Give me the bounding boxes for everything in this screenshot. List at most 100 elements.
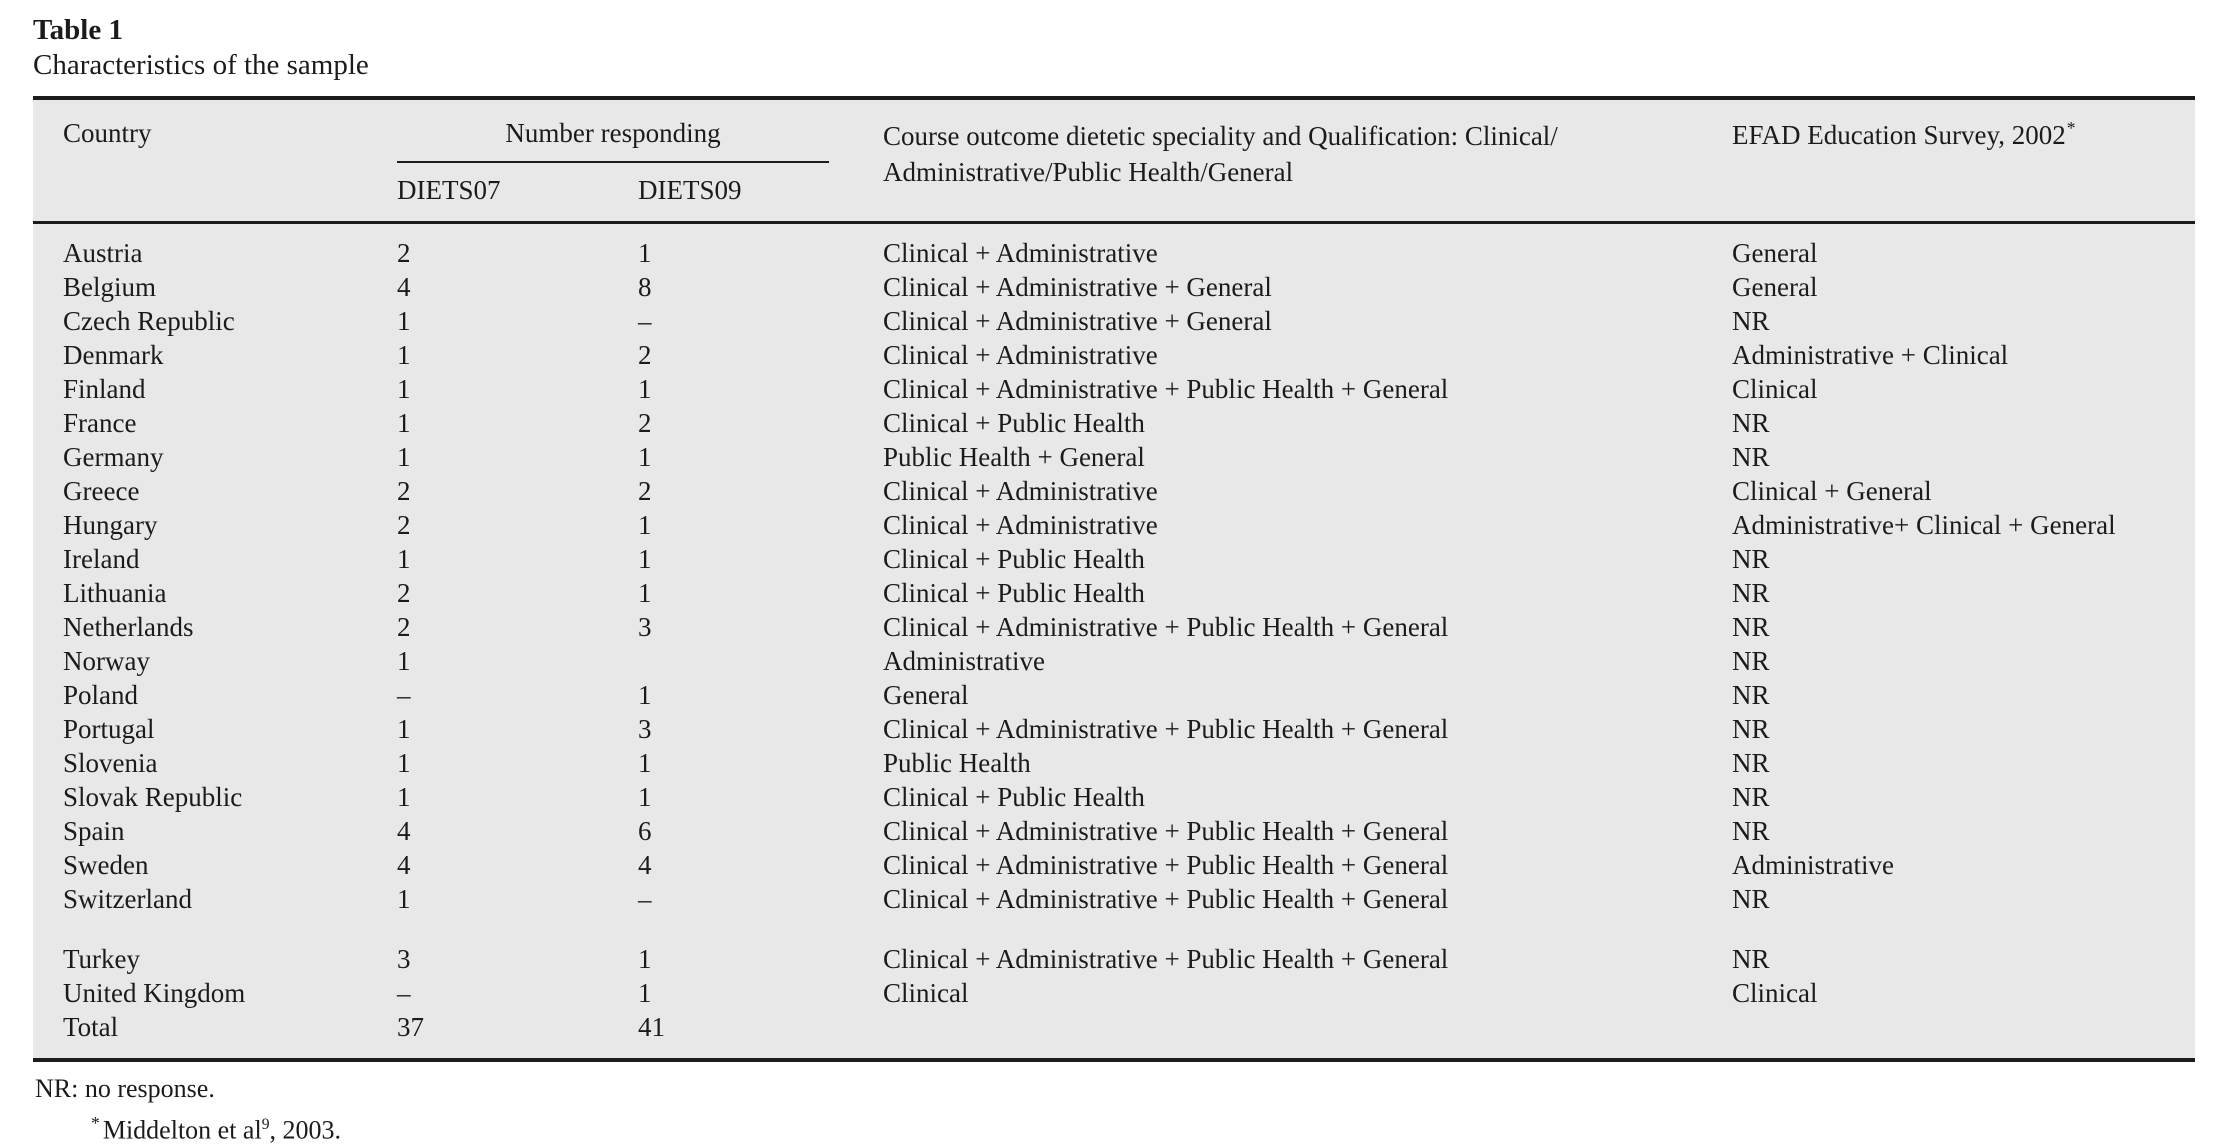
footnote-asterisk-marker: * bbox=[91, 1113, 100, 1133]
cell-diets09: 1 bbox=[638, 680, 652, 710]
table-row: Lithuania 2 1 Clinical + Public Health NR bbox=[33, 576, 2195, 610]
table-row: France 1 2 Clinical + Public Health NR bbox=[33, 406, 2195, 440]
cell-country: Total bbox=[63, 1012, 119, 1042]
table-row: Germany 1 1 Public Health + General NR bbox=[33, 440, 2195, 474]
cell-diets07: 2 bbox=[397, 578, 411, 608]
table-row: Austria 2 1 Clinical + Administrative Genera… bbox=[33, 223, 2195, 271]
cell-diets09: – bbox=[638, 306, 652, 336]
column-header-course-outcome: Course outcome dietetic speciality and Q… bbox=[873, 100, 1720, 224]
table-body: Austria 2 1 Clinical + Administrative Genera… bbox=[33, 223, 2195, 1059]
efad-header-label: EFAD Education Survey, 2002 bbox=[1732, 120, 2066, 150]
cell-diets09: 41 bbox=[638, 1012, 665, 1042]
cell-diets07: 4 bbox=[397, 850, 411, 880]
cell-country: Turkey bbox=[63, 944, 141, 974]
cell-diets09: 1 bbox=[638, 782, 652, 812]
cell-efad-survey: NR bbox=[1732, 714, 1770, 744]
footnote-reference: * Middelton et al9, 2003. bbox=[33, 1106, 2195, 1148]
table-row: Czech Republic 1 – Clinical + Administrativ… bbox=[33, 304, 2195, 338]
cell-efad-survey: NR bbox=[1732, 680, 1770, 710]
group-header-label: Number responding bbox=[397, 118, 829, 163]
cell-diets09: 3 bbox=[638, 612, 652, 642]
cell-country: Belgium bbox=[63, 272, 156, 302]
table-header: Country Number responding Course outcome… bbox=[33, 100, 2195, 224]
table-row: Netherlands 2 3 Clinical + Administrative +… bbox=[33, 610, 2195, 644]
table-row: Spain 4 6 Clinical + Administrative + Publi… bbox=[33, 814, 2195, 848]
footnote-nr: NR: no response. bbox=[35, 1074, 215, 1103]
cell-country: Norway bbox=[63, 646, 150, 676]
table-caption: Characteristics of the sample bbox=[33, 49, 369, 81]
table-row: Sweden 4 4 Clinical + Administrative + Publ… bbox=[33, 848, 2195, 882]
cell-country: Slovak Republic bbox=[63, 782, 243, 812]
cell-diets07: 2 bbox=[397, 510, 411, 540]
cell-course-outcome: Public Health + General bbox=[883, 442, 1145, 472]
cell-course-outcome: Clinical + Administrative bbox=[883, 238, 1158, 268]
cell-efad-survey: Clinical bbox=[1732, 978, 1818, 1008]
table-row: Poland – 1 General NR bbox=[33, 678, 2195, 712]
cell-efad-survey: General bbox=[1732, 238, 1818, 268]
table-container: Country Number responding Course outcome… bbox=[33, 96, 2195, 1062]
cell-country: Switzerland bbox=[63, 884, 192, 914]
column-header-country: Country bbox=[33, 100, 387, 224]
cell-diets09: 4 bbox=[638, 850, 652, 880]
cell-diets09: 1 bbox=[638, 578, 652, 608]
cell-efad-survey: Administrative + Clinical bbox=[1732, 340, 2009, 370]
cell-course-outcome: Public Health bbox=[883, 748, 1031, 778]
cell-course-outcome: General bbox=[883, 680, 969, 710]
table-row: Norway 1 Administrative NR bbox=[33, 644, 2195, 678]
table-footnotes: NR: no response. * Middelton et al9, 2003… bbox=[33, 1072, 2195, 1148]
cell-diets09: 6 bbox=[638, 816, 652, 846]
cell-efad-survey: General bbox=[1732, 272, 1818, 302]
characteristics-table: Country Number responding Course outcome… bbox=[33, 100, 2195, 1058]
cell-efad-survey: NR bbox=[1732, 944, 1770, 974]
cell-diets07: 1 bbox=[397, 714, 411, 744]
cell-course-outcome: Clinical + Administrative + General bbox=[883, 306, 1272, 336]
cell-diets09: 1 bbox=[638, 374, 652, 404]
cell-diets07: 1 bbox=[397, 374, 411, 404]
cell-course-outcome: Clinical + Administrative + Public Healt… bbox=[883, 850, 1449, 880]
cell-diets07: 1 bbox=[397, 544, 411, 574]
cell-country: Portugal bbox=[63, 714, 155, 744]
cell-course-outcome: Administrative bbox=[883, 646, 1045, 676]
course-header-line-1: Course outcome dietetic speciality and Q… bbox=[883, 121, 1558, 151]
cell-diets07: 2 bbox=[397, 476, 411, 506]
cell-diets07: 4 bbox=[397, 816, 411, 846]
efad-header-asterisk: * bbox=[2066, 118, 2076, 138]
cell-course-outcome: Clinical + Administrative + Public Healt… bbox=[883, 944, 1449, 974]
table-row: Slovenia 1 1 Public Health NR bbox=[33, 746, 2195, 780]
cell-diets07: 1 bbox=[397, 306, 411, 336]
cell-country: Czech Republic bbox=[63, 306, 235, 336]
cell-efad-survey: NR bbox=[1732, 578, 1770, 608]
cell-diets07: 1 bbox=[397, 884, 411, 914]
cell-country: Netherlands bbox=[63, 612, 194, 642]
table-number-title: Table 1 bbox=[33, 14, 123, 46]
cell-diets09: 1 bbox=[638, 944, 652, 974]
cell-course-outcome: Clinical + Administrative bbox=[883, 340, 1158, 370]
cell-efad-survey: NR bbox=[1732, 612, 1770, 642]
cell-diets07: 3 bbox=[397, 944, 411, 974]
cell-diets07: 1 bbox=[397, 408, 411, 438]
table-row: Switzerland 1 – Clinical + Administrative +… bbox=[33, 882, 2195, 916]
table-row: Slovak Republic 1 1 Clinical + Public Healt… bbox=[33, 780, 2195, 814]
cell-course-outcome: Clinical + Public Health bbox=[883, 578, 1145, 608]
cell-course-outcome: Clinical + Public Health bbox=[883, 408, 1145, 438]
footnote-reference-text: Middelton et al bbox=[102, 1115, 262, 1145]
cell-diets07: 1 bbox=[397, 340, 411, 370]
cell-diets09: 1 bbox=[638, 748, 652, 778]
cell-efad-survey: Clinical bbox=[1732, 374, 1818, 404]
cell-efad-survey: Administrative+ Clinical + General bbox=[1732, 510, 2116, 540]
cell-efad-survey bbox=[1720, 1010, 2195, 1058]
cell-course-outcome: Clinical + Administrative + Public Healt… bbox=[883, 612, 1449, 642]
table-row: Total 37 41 bbox=[33, 1010, 2195, 1058]
cell-diets07: 1 bbox=[397, 782, 411, 812]
column-header-efad-survey: EFAD Education Survey, 2002* bbox=[1720, 100, 2195, 224]
cell-diets09: 1 bbox=[638, 238, 652, 268]
cell-efad-survey: NR bbox=[1732, 544, 1770, 574]
cell-efad-survey: NR bbox=[1732, 646, 1770, 676]
table-row: Finland 1 1 Clinical + Administrative + Pub… bbox=[33, 372, 2195, 406]
cell-efad-survey: Clinical + General bbox=[1732, 476, 1932, 506]
cell-country: Sweden bbox=[63, 850, 149, 880]
cell-country: Spain bbox=[63, 816, 125, 846]
column-header-diets09: DIETS09 bbox=[628, 163, 873, 224]
cell-efad-survey: NR bbox=[1732, 408, 1770, 438]
cell-diets07: 2 bbox=[397, 612, 411, 642]
